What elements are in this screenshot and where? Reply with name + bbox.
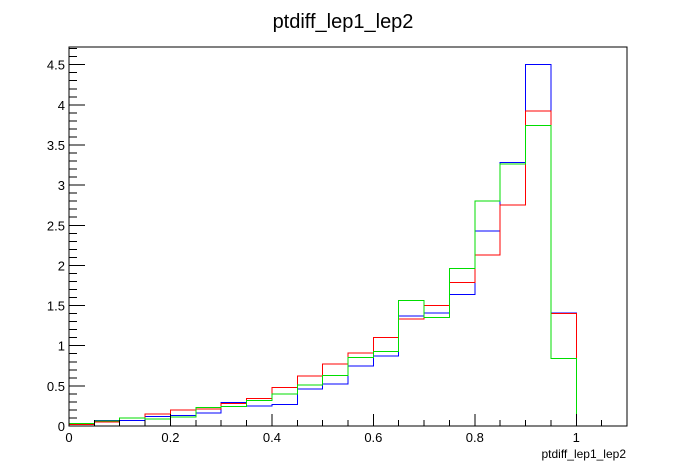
x-tick-label: 0 <box>65 430 72 445</box>
x-tick-label: 0.8 <box>466 430 484 445</box>
y-tick-label: 2 <box>58 258 65 273</box>
x-axis-title: ptdiff_lep1_lep2 <box>541 447 626 461</box>
x-tick-label: 0.2 <box>161 430 179 445</box>
y-tick-label: 3 <box>58 178 65 193</box>
y-tick-label: 2.5 <box>47 218 65 233</box>
series-layer <box>68 64 577 426</box>
y-tick-label: 0 <box>58 419 65 434</box>
y-tick-label: 0.5 <box>47 379 65 394</box>
y-tick-label: 1.5 <box>47 299 65 314</box>
y-tick-label: 4 <box>58 98 65 113</box>
x-tick-label: 0.6 <box>364 430 382 445</box>
y-tick-label: 3.5 <box>47 138 65 153</box>
y-tick-label: 1 <box>58 339 65 354</box>
axis-layer: 0 0.2 0.4 0.6 0.8 1 0 0.5 1 1.5 2 2.5 3 3.5 4 4.5 <box>47 46 628 445</box>
x-tick-label: 1 <box>573 430 580 445</box>
x-tick-label: 0.4 <box>263 430 281 445</box>
y-tick-label: 4.5 <box>47 58 65 73</box>
histogram-series-3 <box>68 125 577 426</box>
chart-title: ptdiff_lep1_lep2 <box>273 11 414 33</box>
histogram-series-2 <box>68 110 577 426</box>
